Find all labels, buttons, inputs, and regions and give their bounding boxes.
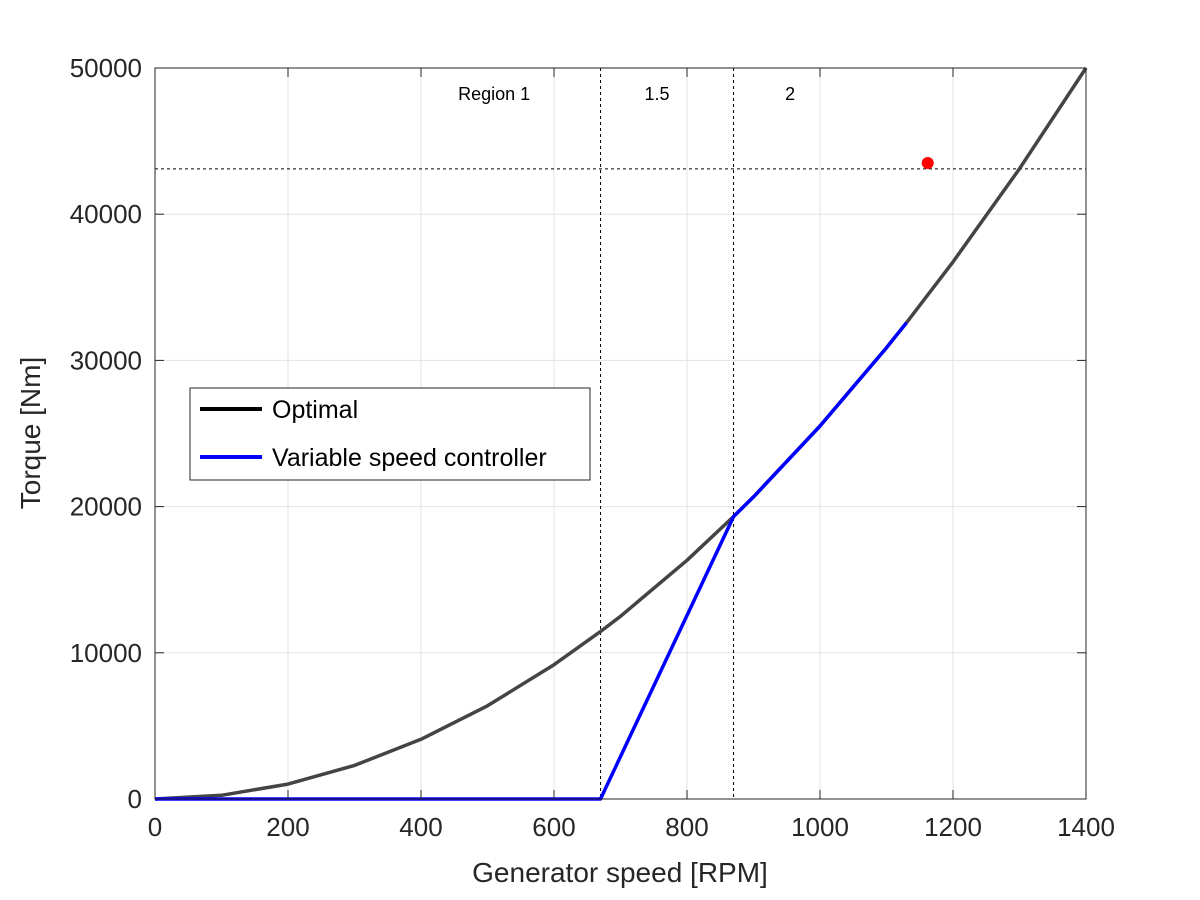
- x-tick-label: 0: [148, 812, 162, 842]
- x-tick-label: 1000: [791, 812, 849, 842]
- x-tick-label: 1400: [1057, 812, 1115, 842]
- region-label: Region 1: [458, 84, 530, 104]
- ticks: [154, 67, 1087, 800]
- legend-label-optimal: Optimal: [272, 396, 358, 424]
- legend-label-variable-speed-controller: Variable speed controller: [272, 444, 547, 472]
- x-tick-label: 600: [532, 812, 575, 842]
- y-tick-label: 10000: [70, 638, 142, 668]
- legend: Optimal Variable speed controller: [189, 387, 591, 481]
- y-tick-label: 20000: [70, 492, 142, 522]
- tick-labels: 0 200 400 600 800 1000 1200 1400 0 10000 20000 3000…: [70, 53, 1115, 842]
- region-label: 2: [785, 84, 795, 104]
- region-label: 1.5: [645, 84, 670, 104]
- x-tick-label: 1200: [924, 812, 982, 842]
- y-tick-label: 40000: [70, 199, 142, 229]
- x-axis-label: Generator speed [RPM]: [472, 857, 768, 888]
- x-tick-label: 800: [665, 812, 708, 842]
- x-tick-label: 400: [399, 812, 442, 842]
- reference-lines: [155, 68, 1086, 799]
- marker-layer: [921, 157, 934, 170]
- y-tick-label: 0: [128, 784, 142, 814]
- region-annotations: Region 1 1.5 2: [458, 84, 795, 104]
- plot-frame: [154, 67, 1087, 800]
- series-line-optimal: [154, 67, 1088, 801]
- operating-point-marker: [921, 157, 934, 170]
- x-tick-label: 200: [266, 812, 309, 842]
- y-axis-label: Torque [Nm]: [15, 357, 46, 510]
- y-tick-label: 30000: [70, 345, 142, 375]
- y-tick-label: 50000: [70, 53, 142, 83]
- legend-box: [189, 387, 591, 481]
